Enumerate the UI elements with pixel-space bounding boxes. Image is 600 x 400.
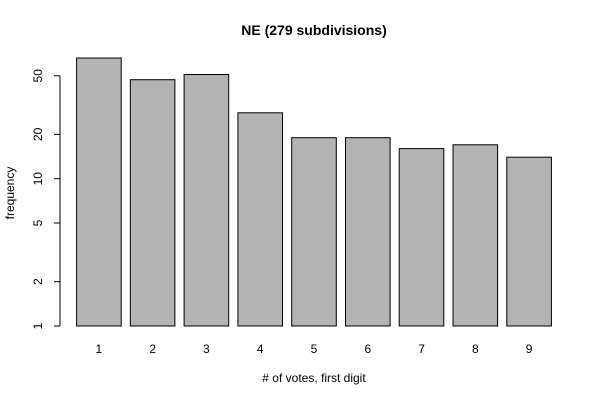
bar-digit-2 (129, 79, 176, 327)
y-tick-label: 5 (31, 219, 45, 226)
x-tick-label: 1 (96, 342, 103, 356)
x-tick-label: 6 (364, 342, 371, 356)
x-axis-label: # of votes, first digit (262, 371, 366, 385)
x-tick-label: 5 (311, 342, 318, 356)
bar-digit-5 (291, 137, 337, 327)
y-axis: 1 2 5 10 20 50 (31, 69, 61, 329)
chart-title: NE (279 subdivisions) (241, 22, 386, 38)
x-tick-label: 7 (418, 342, 425, 356)
y-tick-label: 20 (31, 127, 45, 141)
x-tick-label: 8 (472, 342, 479, 356)
x-tick-label: 4 (257, 342, 264, 356)
x-tick-label: 3 (203, 342, 210, 356)
bar-digit-4 (237, 112, 283, 327)
y-tick-label: 2 (31, 278, 45, 285)
bars-group (76, 57, 552, 327)
y-tick-label: 50 (31, 69, 45, 83)
y-tick-label: 10 (31, 172, 45, 186)
x-axis-tick-labels: 1 2 3 4 5 6 7 8 9 (96, 342, 533, 356)
bar-digit-7 (398, 148, 445, 327)
bar-digit-3 (183, 74, 230, 327)
bar-digit-9 (506, 156, 552, 327)
x-tick-label: 9 (526, 342, 533, 356)
x-tick-label: 2 (149, 342, 156, 356)
bar-digit-8 (452, 144, 499, 327)
bar-digit-1 (76, 57, 122, 327)
y-tick-label: 1 (31, 322, 45, 329)
bar-digit-6 (345, 137, 391, 327)
y-axis-label: frequency (3, 167, 17, 220)
